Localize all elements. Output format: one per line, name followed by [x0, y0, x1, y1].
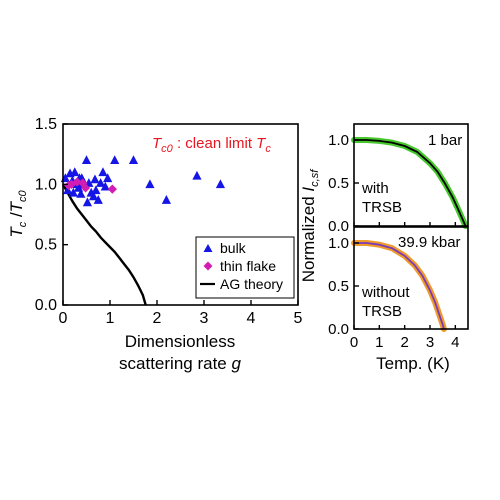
bulk-point [98, 167, 108, 177]
right-x-tick-label: 4 [451, 334, 459, 351]
left-y-tick-label: 0.0 [35, 297, 57, 314]
bulk-point [161, 195, 171, 204]
panel-top-y-tick-label: 1.0 [328, 132, 349, 149]
left-y-tick-label: 1.0 [35, 176, 57, 193]
left-y-axis-label: Tc /Tc0 [7, 189, 29, 237]
bulk-point [68, 187, 78, 197]
left-x-tick-label: 3 [200, 310, 209, 327]
panel-top-y-tick-label: 0.0 [328, 218, 349, 235]
bulk-point [63, 185, 73, 195]
panel-bottom-fit-line [354, 242, 445, 330]
left-marks [60, 155, 226, 306]
right-x-tick-label: 1 [375, 334, 383, 351]
panel-bottom-label: 39.9 kbar [398, 234, 461, 251]
panel-top-fit-line [354, 139, 467, 227]
ag-theory-line [61, 183, 147, 306]
bulk-point [76, 188, 86, 198]
panel-bottom-y-tick-label: 0.0 [328, 321, 349, 338]
panel-bottom-y-tick-label: 1.0 [328, 235, 349, 252]
legend: bulk thin flake AG theory [195, 236, 295, 299]
right-x-tick-label: 3 [426, 334, 434, 351]
bulk-point [145, 179, 155, 189]
right-top-marks [351, 137, 469, 229]
left-x-tick-label: 0 [59, 310, 68, 327]
right-bottom-marks [351, 240, 447, 332]
right-chart: 0.00.51.00.00.51.00 1 2 3 4 1 bar with TRSB … [299, 123, 469, 373]
bulk-point [88, 191, 99, 201]
left-x-tick-label: 5 [294, 310, 303, 327]
bulk-point [81, 155, 92, 164]
right-x-tick-label: 0 [350, 334, 358, 351]
right-y-axis-label: Normalized Ic,sf [299, 169, 321, 282]
bulk-point [192, 170, 202, 180]
right-x-axis-label: Temp. (K) [376, 354, 450, 373]
right-ticks: 0.00.51.00.00.51.00 1 2 3 4 [328, 132, 459, 351]
legend-marker-thin-flake [203, 261, 213, 271]
bulk-point [215, 179, 226, 189]
clean-limit-annotation: Tc0 : clean limit Tc [152, 135, 271, 155]
panel-bottom-y-tick-label: 0.5 [328, 278, 349, 295]
right-top-frame [353, 123, 469, 227]
panel-top-text-line1: with [361, 180, 389, 197]
left-x-axis-label-line2: scattering rate g [119, 354, 241, 373]
legend-marker-bulk [203, 244, 213, 252]
legend-label-ag-theory: AG theory [220, 276, 283, 292]
left-x-tick-label: 4 [247, 310, 256, 327]
left-x-axis-label-line1: Dimensionless [125, 332, 236, 351]
thin-flake-point [107, 184, 117, 194]
right-bottom-frame [353, 226, 469, 330]
bulk-point [128, 155, 139, 164]
panel-bottom-text-line2: TRSB [362, 303, 402, 320]
bulk-point [103, 173, 113, 183]
left-x-tick-label: 2 [153, 310, 162, 327]
bulk-point [96, 178, 106, 187]
left-chart: 0 1 2 3 4 5 0.0 0.5 1.0 1.5 Tc /Tc0 Dimensionless… [7, 116, 303, 373]
panel-top-y-tick-label: 0.5 [328, 175, 349, 192]
bulk-point [110, 155, 120, 164]
left-plot-frame [62, 123, 299, 306]
thin-flake-point [80, 183, 91, 193]
right-x-tick-label: 2 [400, 334, 408, 351]
panel-bottom-text-line1: without [361, 284, 410, 301]
bulk-point [100, 181, 110, 191]
bulk-point [70, 167, 80, 177]
panel-top-label: 1 bar [428, 132, 462, 149]
legend-label-bulk: bulk [220, 240, 247, 256]
left-ticks: 0 1 2 3 4 5 0.0 0.5 1.0 1.5 [35, 116, 303, 327]
left-x-tick-label: 1 [106, 310, 115, 327]
bulk-point [82, 197, 93, 207]
panel-top-text-line2: TRSB [362, 199, 402, 216]
bulk-point [90, 174, 100, 184]
legend-box [195, 236, 295, 299]
left-y-tick-label: 1.5 [35, 116, 57, 133]
legend-label-thin-flake: thin flake [220, 258, 276, 274]
left-y-tick-label: 0.5 [35, 237, 57, 254]
bulk-point [91, 185, 101, 195]
bulk-point [93, 195, 103, 204]
